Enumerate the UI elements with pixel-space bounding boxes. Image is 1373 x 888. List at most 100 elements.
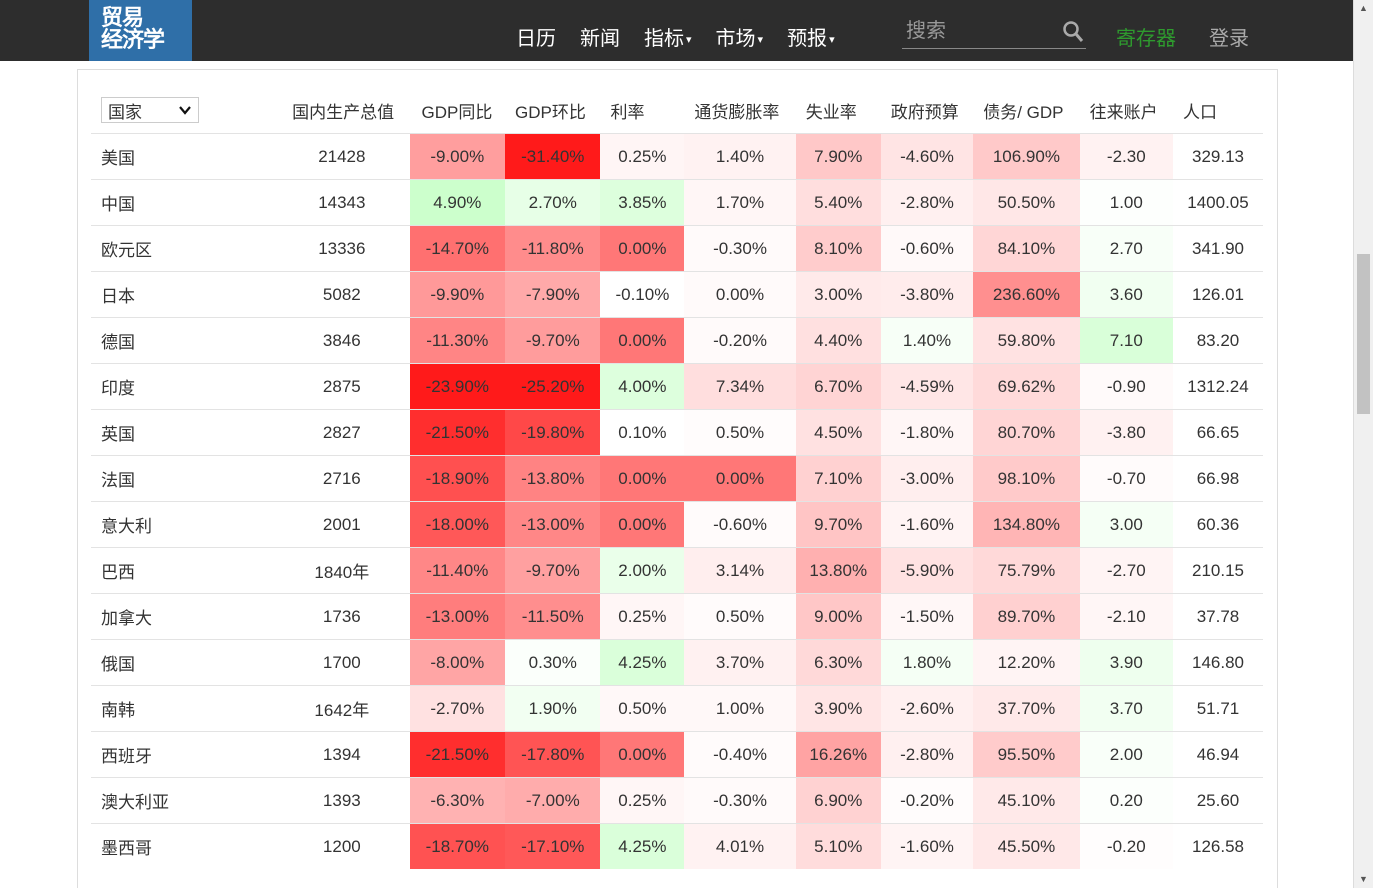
table-cell: 50.50% (973, 179, 1080, 226)
caret-down-icon: ▾ (757, 34, 764, 47)
table-row[interactable]: 墨西哥 1200 -18.70% -17.10% 4.25% 4.01% 5.10% -1.6… (91, 823, 1263, 869)
country-name-link[interactable]: 日本 (91, 271, 275, 318)
table-row[interactable]: 南韩 1642年 -2.70% 1.90% 0.50% 1.00% 3.90% -2.60% 3… (91, 685, 1263, 732)
table-cell: -13.00% (505, 501, 601, 548)
table-row[interactable]: 加拿大 1736 -13.00% -11.50% 0.25% 0.50% 9.00% -1.5… (91, 593, 1263, 640)
table-cell: -7.90% (505, 271, 601, 318)
table-cell: -8.00% (409, 639, 506, 686)
nav-item-1[interactable]: 新闻 (580, 22, 620, 51)
search-input[interactable] (902, 20, 1056, 43)
table-cell: 13.80% (795, 547, 881, 594)
table-cell: -19.80% (505, 409, 601, 456)
nav-item-2[interactable]: 指标 ▾ (644, 22, 692, 51)
table-cell: 1736 (274, 593, 410, 640)
table-row[interactable]: 澳大利亚 1393 -6.30% -7.00% 0.25% -0.30% 6.90% -0.2… (91, 777, 1263, 824)
table-row[interactable]: 中国 14343 4.90% 2.70% 3.85% 1.70% 5.40% -2.80% 50… (91, 179, 1263, 226)
column-header[interactable]: 人口 (1183, 102, 1217, 122)
table-cell: 14343 (274, 179, 410, 226)
table-cell: -0.20% (880, 777, 974, 824)
table-row[interactable]: 欧元区 13336 -14.70% -11.80% 0.00% -0.30% 8.10% -0… (91, 225, 1263, 272)
country-name-link[interactable]: 美国 (91, 133, 275, 180)
country-name-link[interactable]: 中国 (91, 179, 275, 226)
column-header[interactable]: 往来账户 (1089, 102, 1158, 122)
country-name-link[interactable]: 英国 (91, 409, 275, 456)
column-header[interactable]: 政府预算 (890, 102, 959, 122)
scroll-up-arrow-icon[interactable]: ▲ (1359, 3, 1368, 13)
table-cell: -18.90% (409, 455, 506, 502)
table-cell: 2.00% (600, 547, 685, 594)
table-row[interactable]: 巴西 1840年 -11.40% -9.70% 2.00% 3.14% 13.80% -5.9… (91, 547, 1263, 594)
country-name-link[interactable]: 墨西哥 (91, 823, 275, 869)
table-cell: 0.00% (600, 501, 685, 548)
country-name-link[interactable]: 法国 (91, 455, 275, 502)
table-cell: 80.70% (973, 409, 1080, 456)
column-header[interactable]: GDP同比 (421, 102, 493, 122)
table-cell: 3.70 (1079, 685, 1173, 732)
nav-item-4[interactable]: 预报 ▾ (787, 22, 835, 51)
table-cell: 5.10% (795, 823, 881, 869)
table-cell: 1642年 (274, 685, 410, 732)
table-cell: -17.80% (505, 731, 601, 778)
column-header[interactable]: 失业率 (805, 102, 857, 122)
column-header[interactable]: 债务/ GDP (983, 102, 1064, 122)
site-logo[interactable]: 贸易 经济学 (89, 0, 192, 61)
table-row[interactable]: 德国 3846 -11.30% -9.70% 0.00% -0.20% 4.40% 1.40%… (91, 317, 1263, 364)
table-cell: 329.13 (1173, 133, 1263, 180)
table-row[interactable]: 日本 5082 -9.90% -7.90% -0.10% 0.00% 3.00% -3.80%… (91, 271, 1263, 318)
table-cell: 2875 (274, 363, 410, 410)
login-link[interactable]: 登录 (1209, 28, 1249, 50)
table-cell: -11.40% (409, 547, 506, 594)
country-name-link[interactable]: 俄国 (91, 639, 275, 686)
table-cell: -18.00% (409, 501, 506, 548)
table-cell: 4.25% (600, 639, 685, 686)
page-scrollbar[interactable]: ▲ ▼ (1353, 0, 1373, 888)
table-row[interactable]: 意大利 2001 -18.00% -13.00% 0.00% -0.60% 9.70% -1.… (91, 501, 1263, 548)
table-cell: 1200 (274, 823, 410, 869)
country-name-link[interactable]: 澳大利亚 (91, 777, 275, 824)
country-name-link[interactable]: 欧元区 (91, 225, 275, 272)
table-cell: 0.50% (684, 593, 796, 640)
table-row[interactable]: 美国 21428 -9.00% -31.40% 0.25% 1.40% 7.90% -4.60… (91, 133, 1263, 180)
table-cell: 1400.05 (1173, 179, 1263, 226)
country-name-link[interactable]: 南韩 (91, 685, 275, 732)
country-group-select[interactable]: 国家 (101, 97, 199, 123)
table-row[interactable]: 法国 2716 -18.90% -13.80% 0.00% 0.00% 7.10% -3.00… (91, 455, 1263, 502)
table-cell: 2001 (274, 501, 410, 548)
country-name-link[interactable]: 印度 (91, 363, 275, 410)
table-row[interactable]: 俄国 1700 -8.00% 0.30% 4.25% 3.70% 6.30% 1.80% 12.… (91, 639, 1263, 686)
table-row[interactable]: 英国 2827 -21.50% -19.80% 0.10% 0.50% 4.50% -1.80… (91, 409, 1263, 456)
column-header[interactable]: GDP环比 (515, 102, 586, 122)
country-name-link[interactable]: 西班牙 (91, 731, 275, 778)
column-header[interactable]: 利率 (610, 102, 645, 122)
nav-item-3[interactable]: 市场 ▾ (716, 22, 764, 51)
register-link[interactable]: 寄存器 (1116, 28, 1176, 50)
table-cell: 0.00% (600, 455, 685, 502)
table-cell: -25.20% (505, 363, 601, 410)
table-header-row: 国家 国内生产总值 GDP同比 GDP环比 利率 通货膨胀率 失业率 政府预算 债务/ GDP… (91, 87, 1263, 134)
table-cell: 16.26% (795, 731, 881, 778)
table-cell: -1.60% (880, 823, 974, 869)
table-row[interactable]: 西班牙 1394 -21.50% -17.80% 0.00% -0.40% 16.26% -2… (91, 731, 1263, 778)
table-cell: 9.00% (795, 593, 881, 640)
table-row[interactable]: 印度 2875 -23.90% -25.20% 4.00% 7.34% 6.70% -4.59… (91, 363, 1263, 410)
column-header[interactable]: 国内生产总值 (292, 102, 395, 122)
table-cell: -1.80% (880, 409, 974, 456)
search-icon[interactable] (1062, 20, 1084, 44)
table-cell: 0.00% (684, 271, 796, 318)
table-cell: -11.30% (409, 317, 506, 364)
table-cell: 98.10% (973, 455, 1080, 502)
table-cell: -9.00% (409, 133, 506, 180)
nav-item-0[interactable]: 日历 (516, 22, 556, 51)
table-cell: 146.80 (1173, 639, 1263, 686)
table-cell: -2.70 (1079, 547, 1173, 594)
country-name-link[interactable]: 德国 (91, 317, 275, 364)
country-name-link[interactable]: 加拿大 (91, 593, 275, 640)
country-name-link[interactable]: 意大利 (91, 501, 275, 548)
column-header[interactable]: 通货膨胀率 (694, 102, 780, 122)
table-cell: -9.90% (409, 271, 506, 318)
table-cell: 0.25% (600, 593, 685, 640)
scroll-down-arrow-icon[interactable]: ▼ (1359, 874, 1368, 884)
table-cell: 0.25% (600, 133, 685, 180)
scrollbar-thumb[interactable] (1357, 254, 1370, 414)
country-name-link[interactable]: 巴西 (91, 547, 275, 594)
